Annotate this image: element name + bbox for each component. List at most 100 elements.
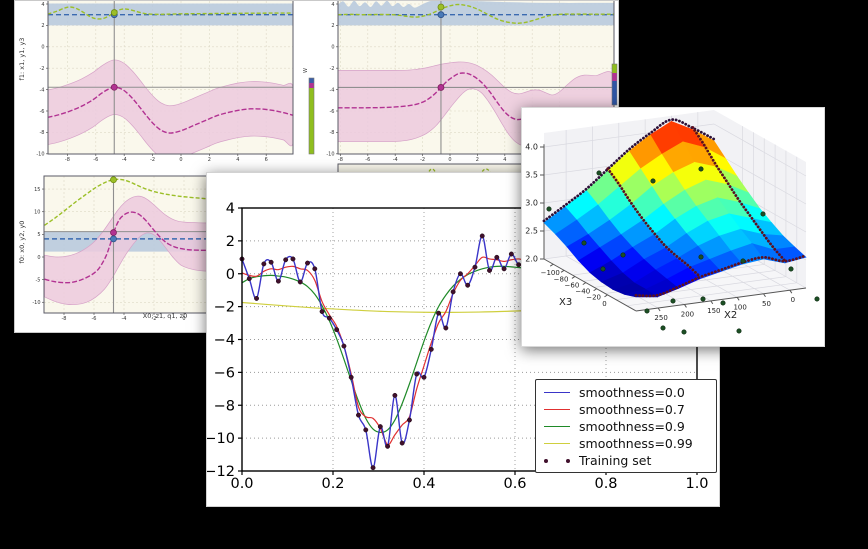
observation-trail	[542, 118, 716, 223]
svg-text:-8: -8	[65, 157, 70, 163]
svg-text:−12: −12	[207, 464, 235, 480]
surface-3d-card: 4.0 3.5 3.0 2.5 2.0 −100 −80 −60 −40 −20 0 250 200 15…	[521, 107, 825, 347]
svg-text:-8: -8	[62, 316, 67, 322]
x2-axis-label: X2	[724, 310, 738, 321]
svg-text:−100: −100	[541, 269, 560, 277]
svg-text:-4: -4	[330, 87, 335, 93]
svg-text:-2: -2	[420, 157, 425, 163]
gp-credible-band	[48, 59, 293, 154]
svg-text:1.0: 1.0	[685, 476, 708, 492]
observation-trail	[606, 167, 702, 279]
svg-text:5: 5	[37, 232, 40, 238]
svg-text:2: 2	[208, 157, 211, 163]
svg-text:0: 0	[791, 296, 795, 304]
svg-text:-2: -2	[150, 157, 155, 163]
legend-label: smoothness=0.7	[579, 402, 685, 417]
svg-text:0: 0	[331, 45, 334, 51]
svg-text:−60: −60	[565, 281, 580, 289]
svg-text:-2: -2	[330, 66, 335, 72]
gp-regression-window: -8-6-4-20246420-2-4-6-8-10-8-6-4-2024684…	[14, 0, 619, 333]
gp-marker-green	[110, 9, 118, 16]
svg-text:−40: −40	[575, 288, 590, 296]
chart-tick-labels: 0.0 0.2 0.4 0.6 0.8 1.0 4 2 0 −2 −4 −6 −8 −10 −12	[207, 201, 709, 492]
svg-text:-8: -8	[330, 130, 335, 136]
gp-marker-blue	[110, 235, 117, 243]
smoothness-chart-svg: 0.0 0.2 0.4 0.6 0.8 1.0 4 2 0 −2 −4 −6 −8 −10 −12	[207, 201, 709, 492]
svg-text:4: 4	[41, 2, 44, 8]
svg-text:-4: -4	[122, 157, 127, 163]
svg-text:-8: -8	[40, 130, 45, 136]
svg-text:0: 0	[602, 300, 606, 308]
svg-text:0.4: 0.4	[412, 476, 435, 492]
svg-text:0: 0	[226, 267, 235, 283]
svg-text:2: 2	[226, 234, 235, 250]
gp-green-curve	[44, 178, 294, 226]
svg-text:−4: −4	[214, 333, 235, 349]
legend-label: smoothness=0.9	[579, 419, 685, 434]
svg-text:15: 15	[34, 187, 40, 193]
svg-text:−8: −8	[214, 398, 235, 414]
svg-text:−10: −10	[207, 431, 235, 447]
svg-text:4: 4	[226, 201, 235, 217]
svg-text:2.0: 2.0	[525, 255, 538, 264]
legend-item: smoothness=0.99	[544, 435, 710, 452]
legend-line-blue	[544, 392, 570, 393]
svg-text:10: 10	[34, 210, 40, 216]
svg-text:-4: -4	[393, 157, 398, 163]
svg-text:2.5: 2.5	[525, 227, 538, 236]
svg-text:-6: -6	[93, 157, 98, 163]
legend-item: smoothness=0.0	[544, 384, 710, 401]
svg-text:0: 0	[37, 255, 40, 261]
svg-text:-4: -4	[40, 87, 45, 93]
svg-text:-6: -6	[365, 157, 370, 163]
gp-green-curve	[48, 6, 293, 20]
smoothness-chart: 0.0 0.2 0.4 0.6 0.8 1.0 4 2 0 −2 −4 −6 −8 −10 −12	[207, 201, 709, 492]
svg-text:0.6: 0.6	[503, 476, 526, 492]
legend-label: Training set	[579, 453, 652, 468]
svg-text:250: 250	[654, 314, 667, 322]
svg-text:-10: -10	[326, 152, 334, 158]
gp-mean-curve	[48, 86, 293, 134]
legend-dots-training	[544, 458, 570, 463]
svg-text:-2: -2	[40, 66, 45, 72]
svg-text:50: 50	[762, 300, 771, 308]
svg-text:0.0: 0.0	[230, 476, 253, 492]
x3-axis-label: X3	[559, 297, 573, 308]
legend-label: smoothness=0.0	[579, 385, 685, 400]
svg-text:-5: -5	[36, 277, 41, 283]
legend-line-yellow	[544, 443, 570, 444]
legend-item: Training set	[544, 452, 710, 469]
observation-trail	[634, 254, 808, 298]
svg-text:6: 6	[265, 157, 268, 163]
gp-a-ylabel: f1: x1, y1, y3	[18, 37, 26, 81]
legend-item: smoothness=0.7	[544, 401, 710, 418]
svg-text:-6: -6	[330, 109, 335, 115]
gp-mean-curve	[44, 211, 294, 284]
svg-text:−2: −2	[214, 300, 235, 316]
gp-green-curve	[338, 3, 614, 24]
svg-text:−80: −80	[554, 275, 569, 283]
gp-marker-green	[110, 176, 117, 184]
gp-panel-gp_a: -8 -6 -4 -2 0 2 4 6 4 2 0 -2 -4 -6 -8 -10	[36, 1, 294, 163]
svg-text:−20: −20	[586, 294, 601, 302]
svg-text:-4: -4	[122, 316, 127, 322]
legend-item: smoothness=0.9	[544, 418, 710, 435]
svg-text:-6: -6	[92, 316, 97, 322]
observation-trail	[691, 126, 787, 263]
svg-text:200: 200	[681, 310, 694, 318]
gp-c-xlabel: X0: z1, q1, z0	[142, 312, 188, 320]
svg-text:4: 4	[236, 157, 239, 163]
curve-smoothness=0.7	[241, 256, 527, 446]
training-set-dots	[239, 233, 529, 471]
gp-marker-magenta	[437, 84, 445, 91]
surface-mesh	[543, 120, 807, 298]
svg-text:-10: -10	[36, 152, 44, 158]
svg-text:-6: -6	[40, 109, 45, 115]
gp-marker-magenta	[110, 83, 118, 91]
svg-text:2: 2	[331, 23, 334, 29]
gp-colorbar	[308, 77, 315, 155]
svg-text:−6: −6	[214, 365, 235, 381]
